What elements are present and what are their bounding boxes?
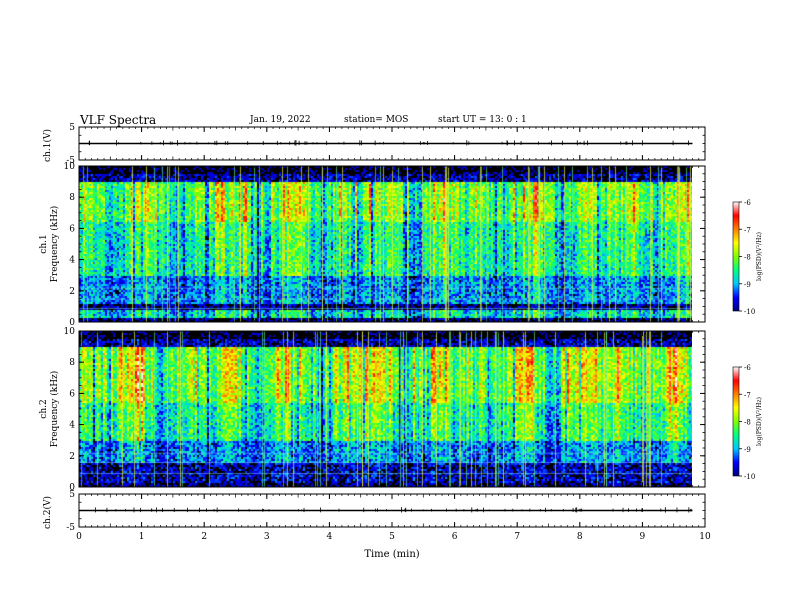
ch2-spectrogram-ytick-label: 0 (69, 483, 75, 493)
x-tick-label: 8 (577, 532, 583, 542)
ch2-colorbar-tick-label: -8 (744, 419, 751, 427)
ch2-spectrogram-ylabel: ch.2 (39, 399, 49, 418)
ch1-colorbar-tick-label: -7 (744, 226, 751, 234)
x-tick-label: 6 (452, 532, 458, 542)
ch2-spectrogram-ylabel: Frequency (kHz) (49, 371, 60, 448)
x-tick-label: 1 (139, 532, 145, 542)
ch2-colorbar-tick-label: -6 (744, 364, 751, 372)
x-tick-label: 10 (699, 532, 711, 542)
ch2-spectrogram-ytick-label: 10 (64, 327, 76, 337)
x-tick-label: 5 (389, 532, 395, 542)
ch1-spectrogram-ytick-label: 0 (69, 318, 75, 328)
ch2-waveform-ytick-label: 5 (69, 490, 75, 500)
ch2-waveform-ytick-label: -5 (66, 523, 75, 533)
ch1-waveform-ytick-label: 5 (69, 123, 75, 133)
ch2-colorbar-tick-label: -10 (744, 473, 755, 481)
x-tick-label: 9 (640, 532, 646, 542)
ch2-colorbar-label: log(PSD)(V²/Hz) (756, 397, 763, 446)
station-label: station= MOS (344, 115, 409, 125)
ch1-waveform-ylabel: ch.1(V) (42, 129, 53, 162)
ch1-spectrogram-image (79, 166, 692, 322)
ch2-colorbar-tick-label: -9 (744, 446, 751, 454)
ch2-spectrogram-image (79, 331, 692, 487)
start-time-label: start UT = 13: 0 : 1 (438, 115, 527, 125)
date-label: Jan. 19, 2022 (250, 115, 311, 125)
x-tick-label: 2 (201, 532, 207, 542)
ch1-spectrogram-ytick-label: 6 (69, 224, 75, 234)
ch2-colorbar (732, 366, 740, 477)
ch2-colorbar-tick-label: -7 (744, 391, 751, 399)
ch1-spectrogram-ytick-label: 10 (64, 162, 76, 172)
x-tick-label: 0 (76, 532, 82, 542)
ch1-spectrogram-ytick-label: 4 (69, 256, 75, 266)
ch1-colorbar-label: log(PSD)(V²/Hz) (756, 232, 763, 281)
ch1-colorbar-tick-label: -6 (744, 199, 751, 207)
figure-title: VLF Spectra (80, 113, 157, 127)
ch1-colorbar-tick-label: -9 (744, 281, 751, 289)
ch2-spectrogram-ytick-label: 8 (69, 358, 75, 368)
ch1-waveform-ytick-label: -5 (66, 156, 75, 166)
ch1-colorbar-tick-label: -10 (744, 308, 755, 316)
ch2-spectrogram-ytick-label: 6 (69, 389, 75, 399)
x-axis-label: Time (min) (364, 549, 419, 560)
ch1-spectrogram-ytick-label: 2 (69, 287, 75, 297)
x-tick-label: 4 (327, 532, 333, 542)
x-tick-label: 7 (514, 532, 520, 542)
ch1-spectrogram-ylabel: Frequency (kHz) (49, 206, 60, 283)
ch2-spectrogram-ytick-label: 2 (69, 452, 75, 462)
ch2-spectrogram-ytick-label: 4 (69, 421, 75, 431)
ch1-spectrogram-ylabel: ch.1 (39, 234, 49, 253)
ch1-spectrogram-ytick-label: 8 (69, 193, 75, 203)
ch1-colorbar-tick-label: -8 (744, 254, 751, 262)
ch1-colorbar (732, 201, 740, 312)
ch2-waveform-ylabel: ch.2(V) (42, 496, 53, 529)
x-tick-label: 3 (264, 532, 270, 542)
